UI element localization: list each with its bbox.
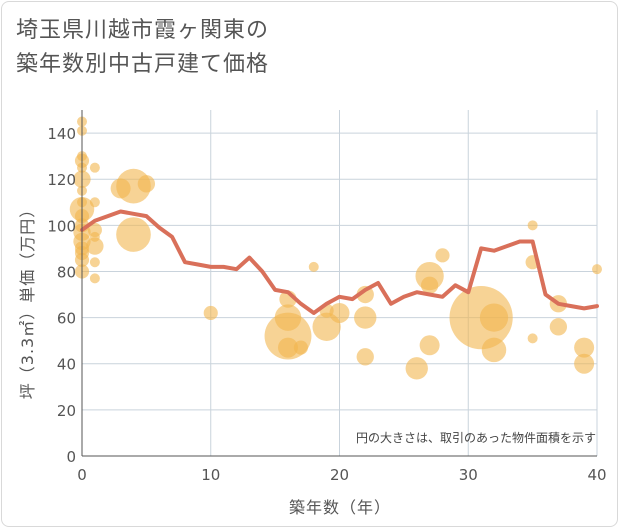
data-bubble [203,305,218,321]
data-bubble [527,220,538,231]
chart-title-line-1: 埼玉県川越市霞ヶ関東の [16,18,270,43]
y-tick-label: 0 [66,448,76,466]
y-tick-label: 120 [47,171,76,189]
data-bubble [86,237,104,255]
x-axis-label: 築年数（年） [289,498,391,517]
data-bubble [574,353,595,374]
data-bubble [479,303,509,332]
trend-line [80,209,599,315]
data-bubble [549,318,568,336]
x-tick-label: 0 [77,466,87,484]
bubble-series [69,116,602,380]
size-note: 円の大きさは、取引のあった物件面積を示す [356,430,596,445]
x-tick-label: 20 [330,466,349,484]
y-tick-label: 60 [57,310,76,328]
data-bubble [116,217,151,252]
data-bubble [481,337,507,363]
trend-line-group [80,209,599,315]
x-tick-label: 30 [459,466,478,484]
axes [81,110,597,457]
data-bubble [574,337,595,358]
data-bubble [329,302,350,323]
y-tick-label: 100 [47,217,76,235]
data-bubble [356,348,374,366]
y-tick-label: 40 [57,356,76,374]
data-bubble [308,261,319,272]
data-bubble [293,340,308,355]
data-bubble [420,276,439,294]
data-bubble [435,248,450,263]
y-tick-label: 80 [57,263,76,281]
y-tick-label: 140 [47,125,76,143]
chart-title: 埼玉県川越市霞ヶ関東の 築年数別中古戸建て価格 [16,14,269,82]
data-bubble [89,162,100,173]
data-bubble [89,197,100,208]
chart-title-line-2: 築年数別中古戸建て価格 [16,52,270,77]
data-bubble [356,285,374,304]
data-bubble [278,337,298,358]
data-bubble [592,264,602,275]
y-tick-label: 20 [57,402,76,420]
data-bubble [354,306,377,329]
x-tick-label: 40 [587,466,606,484]
y-axis-label: 坪（3.3㎡）単価（万円） [18,201,37,399]
tick-labels: 0 20 40 60 80 100 120 140 0 10 20 30 40 [47,125,606,484]
data-bubble [137,175,156,193]
data-bubble [527,333,538,344]
data-bubble [419,335,440,356]
data-bubble [405,357,428,380]
data-bubble [89,273,100,284]
grid-lines [82,110,598,456]
data-bubble [89,257,100,268]
x-tick-label: 10 [201,466,220,484]
